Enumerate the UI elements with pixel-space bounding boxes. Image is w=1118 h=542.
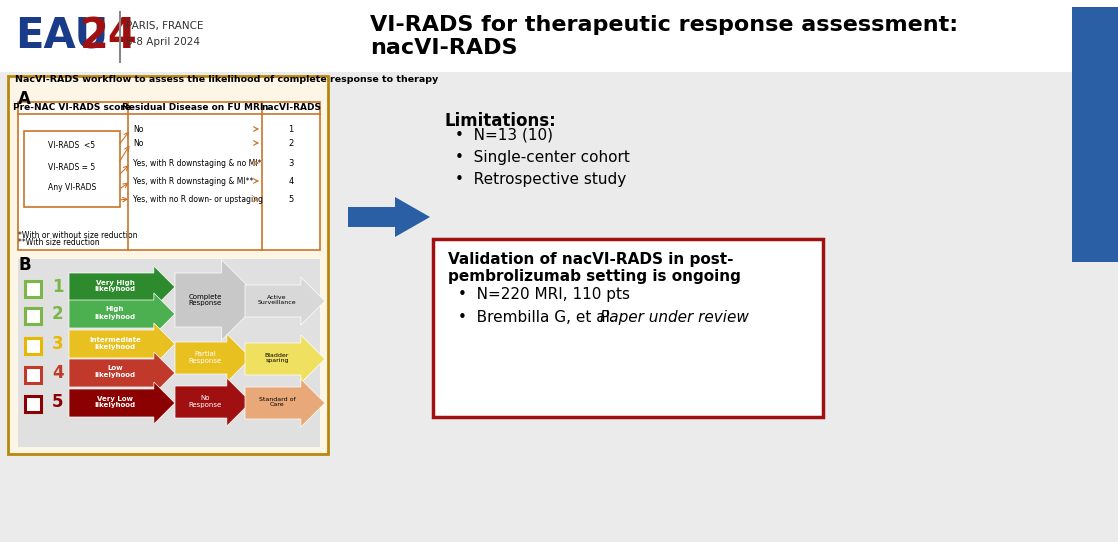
Text: No
Response: No Response <box>188 396 221 409</box>
Text: 4: 4 <box>288 177 294 185</box>
Polygon shape <box>348 197 430 237</box>
Text: nacVI-RADS: nacVI-RADS <box>260 104 321 113</box>
Text: High
likelyhood: High likelyhood <box>94 306 135 319</box>
Text: VI-RADS  <5: VI-RADS <5 <box>48 141 95 151</box>
Text: Complete
Response: Complete Response <box>188 294 221 306</box>
Text: 2: 2 <box>288 139 294 147</box>
Text: •  Brembilla G, et al.: • Brembilla G, et al. <box>458 310 619 325</box>
Text: *With or without size reduction: *With or without size reduction <box>18 231 138 240</box>
Text: **With size reduction: **With size reduction <box>18 238 100 247</box>
Text: Residual Disease on FU MRI: Residual Disease on FU MRI <box>122 104 264 113</box>
Text: 4: 4 <box>53 364 64 382</box>
Text: Partial
Response: Partial Response <box>188 352 221 365</box>
FancyBboxPatch shape <box>25 396 41 412</box>
Text: NacVI-RADS workflow to assess the likelihood of complete response to therapy: NacVI-RADS workflow to assess the likeli… <box>15 75 438 85</box>
FancyBboxPatch shape <box>25 281 41 297</box>
FancyBboxPatch shape <box>8 76 328 454</box>
Text: No: No <box>133 139 143 147</box>
Text: 3: 3 <box>53 335 64 353</box>
Text: Low
likelyhood: Low likelyhood <box>94 365 135 378</box>
FancyBboxPatch shape <box>245 379 325 427</box>
Text: 1: 1 <box>53 278 64 296</box>
FancyBboxPatch shape <box>0 0 1118 72</box>
FancyBboxPatch shape <box>25 338 41 354</box>
Text: Yes, with no R down- or upstaging: Yes, with no R down- or upstaging <box>133 195 263 203</box>
FancyBboxPatch shape <box>69 323 174 365</box>
Text: 5-8 April 2024: 5-8 April 2024 <box>126 37 200 47</box>
Text: •  Single-center cohort: • Single-center cohort <box>455 150 629 165</box>
FancyBboxPatch shape <box>176 334 250 382</box>
FancyBboxPatch shape <box>69 382 174 424</box>
Text: Validation of nacVI-RADS in post-
pembrolizumab setting is ongoing: Validation of nacVI-RADS in post- pembro… <box>448 252 741 285</box>
Text: 5: 5 <box>288 195 294 203</box>
Text: 1: 1 <box>288 125 294 133</box>
FancyBboxPatch shape <box>25 367 41 383</box>
Text: VI-RADS = 5: VI-RADS = 5 <box>48 163 96 171</box>
Text: 3: 3 <box>288 158 294 167</box>
FancyBboxPatch shape <box>69 266 174 308</box>
FancyBboxPatch shape <box>176 378 250 426</box>
FancyBboxPatch shape <box>69 293 174 335</box>
Text: Limitations:: Limitations: <box>445 112 557 130</box>
Text: Bladder
sparing: Bladder sparing <box>265 353 290 363</box>
Text: 5: 5 <box>53 393 64 411</box>
FancyBboxPatch shape <box>433 239 823 417</box>
FancyBboxPatch shape <box>245 277 325 325</box>
Text: •  N=13 (10): • N=13 (10) <box>455 127 553 142</box>
Text: •  N=220 MRI, 110 pts: • N=220 MRI, 110 pts <box>458 287 631 302</box>
Text: Intermediate
likelyhood: Intermediate likelyhood <box>89 337 141 350</box>
Text: 24: 24 <box>80 15 138 57</box>
Text: A: A <box>18 90 31 108</box>
FancyBboxPatch shape <box>18 259 320 447</box>
FancyBboxPatch shape <box>18 102 320 250</box>
Text: EAU: EAU <box>15 15 108 57</box>
FancyBboxPatch shape <box>69 352 174 394</box>
Text: No: No <box>133 125 143 133</box>
Text: VI-RADS for therapeutic response assessment:: VI-RADS for therapeutic response assessm… <box>370 15 958 35</box>
Text: PARIS, FRANCE: PARIS, FRANCE <box>126 21 203 31</box>
Text: Paper under review: Paper under review <box>600 310 749 325</box>
Text: Active
Surveillance: Active Surveillance <box>257 295 296 305</box>
Text: B: B <box>18 256 30 274</box>
Text: Any VI-RADS: Any VI-RADS <box>48 184 96 192</box>
Text: Yes, with R downstaging & MI**: Yes, with R downstaging & MI** <box>133 177 254 185</box>
Text: nacVI-RADS: nacVI-RADS <box>370 38 518 58</box>
Text: Yes, with R downstaging & no MI*: Yes, with R downstaging & no MI* <box>133 158 262 167</box>
FancyBboxPatch shape <box>23 131 120 207</box>
FancyBboxPatch shape <box>25 308 41 324</box>
Text: Very Low
likelyhood: Very Low likelyhood <box>94 396 135 409</box>
FancyBboxPatch shape <box>1072 7 1118 262</box>
Text: 2: 2 <box>53 305 64 323</box>
FancyBboxPatch shape <box>176 260 262 340</box>
FancyBboxPatch shape <box>245 335 325 383</box>
Text: Standard of
Care: Standard of Care <box>258 397 295 408</box>
Text: Very High
likelyhood: Very High likelyhood <box>94 280 135 293</box>
Text: Pre-NAC VI-RADS score: Pre-NAC VI-RADS score <box>13 104 131 113</box>
Text: •  Retrospective study: • Retrospective study <box>455 172 626 187</box>
